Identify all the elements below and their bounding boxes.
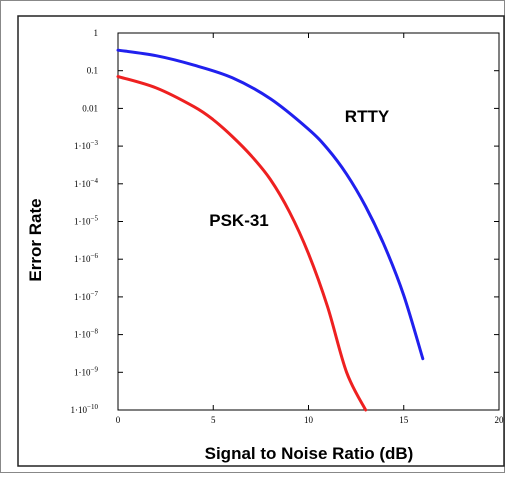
y-tick-label: 1·10−9 (74, 365, 98, 377)
y-tick-label: 0.1 (87, 66, 98, 76)
y-tick-label: 1·10−4 (74, 177, 98, 189)
x-tick-label: 20 (495, 415, 505, 425)
x-tick-label: 0 (116, 415, 121, 425)
y-tick-label: 1·10−5 (74, 215, 98, 227)
x-axis-title: Signal to Noise Ratio (dB) (205, 444, 414, 463)
series-group: RTTY PSK-31 (116, 48, 425, 412)
x-tick-label: 10 (304, 415, 314, 425)
y-tick-label: 1·10−3 (74, 139, 98, 151)
series-line-rtty (116, 48, 425, 361)
y-tick-label: 1·10−10 (71, 403, 99, 415)
series-line-psk-31 (116, 75, 368, 412)
y-tick-label: 1·10−8 (74, 328, 98, 340)
series-label-psk-31: PSK-31 (209, 211, 269, 230)
x-tick-label: 5 (211, 415, 216, 425)
y-tick-label: 1 (94, 28, 99, 38)
y-tick-label: 1·10−7 (74, 290, 98, 302)
y-tick-label: 0.01 (82, 103, 98, 113)
inner-border (17, 15, 505, 467)
x-tick-label: 15 (399, 415, 409, 425)
y-tick-label: 1·10−6 (74, 252, 98, 264)
y-axis-title: Error Rate (26, 198, 45, 281)
series-label-rtty: RTTY (345, 107, 390, 126)
tick-group: 0 5 10 15 20 1 0.1 0.01 1·10−3 1·10−4 1·10−5 1·10−6… (71, 28, 504, 425)
